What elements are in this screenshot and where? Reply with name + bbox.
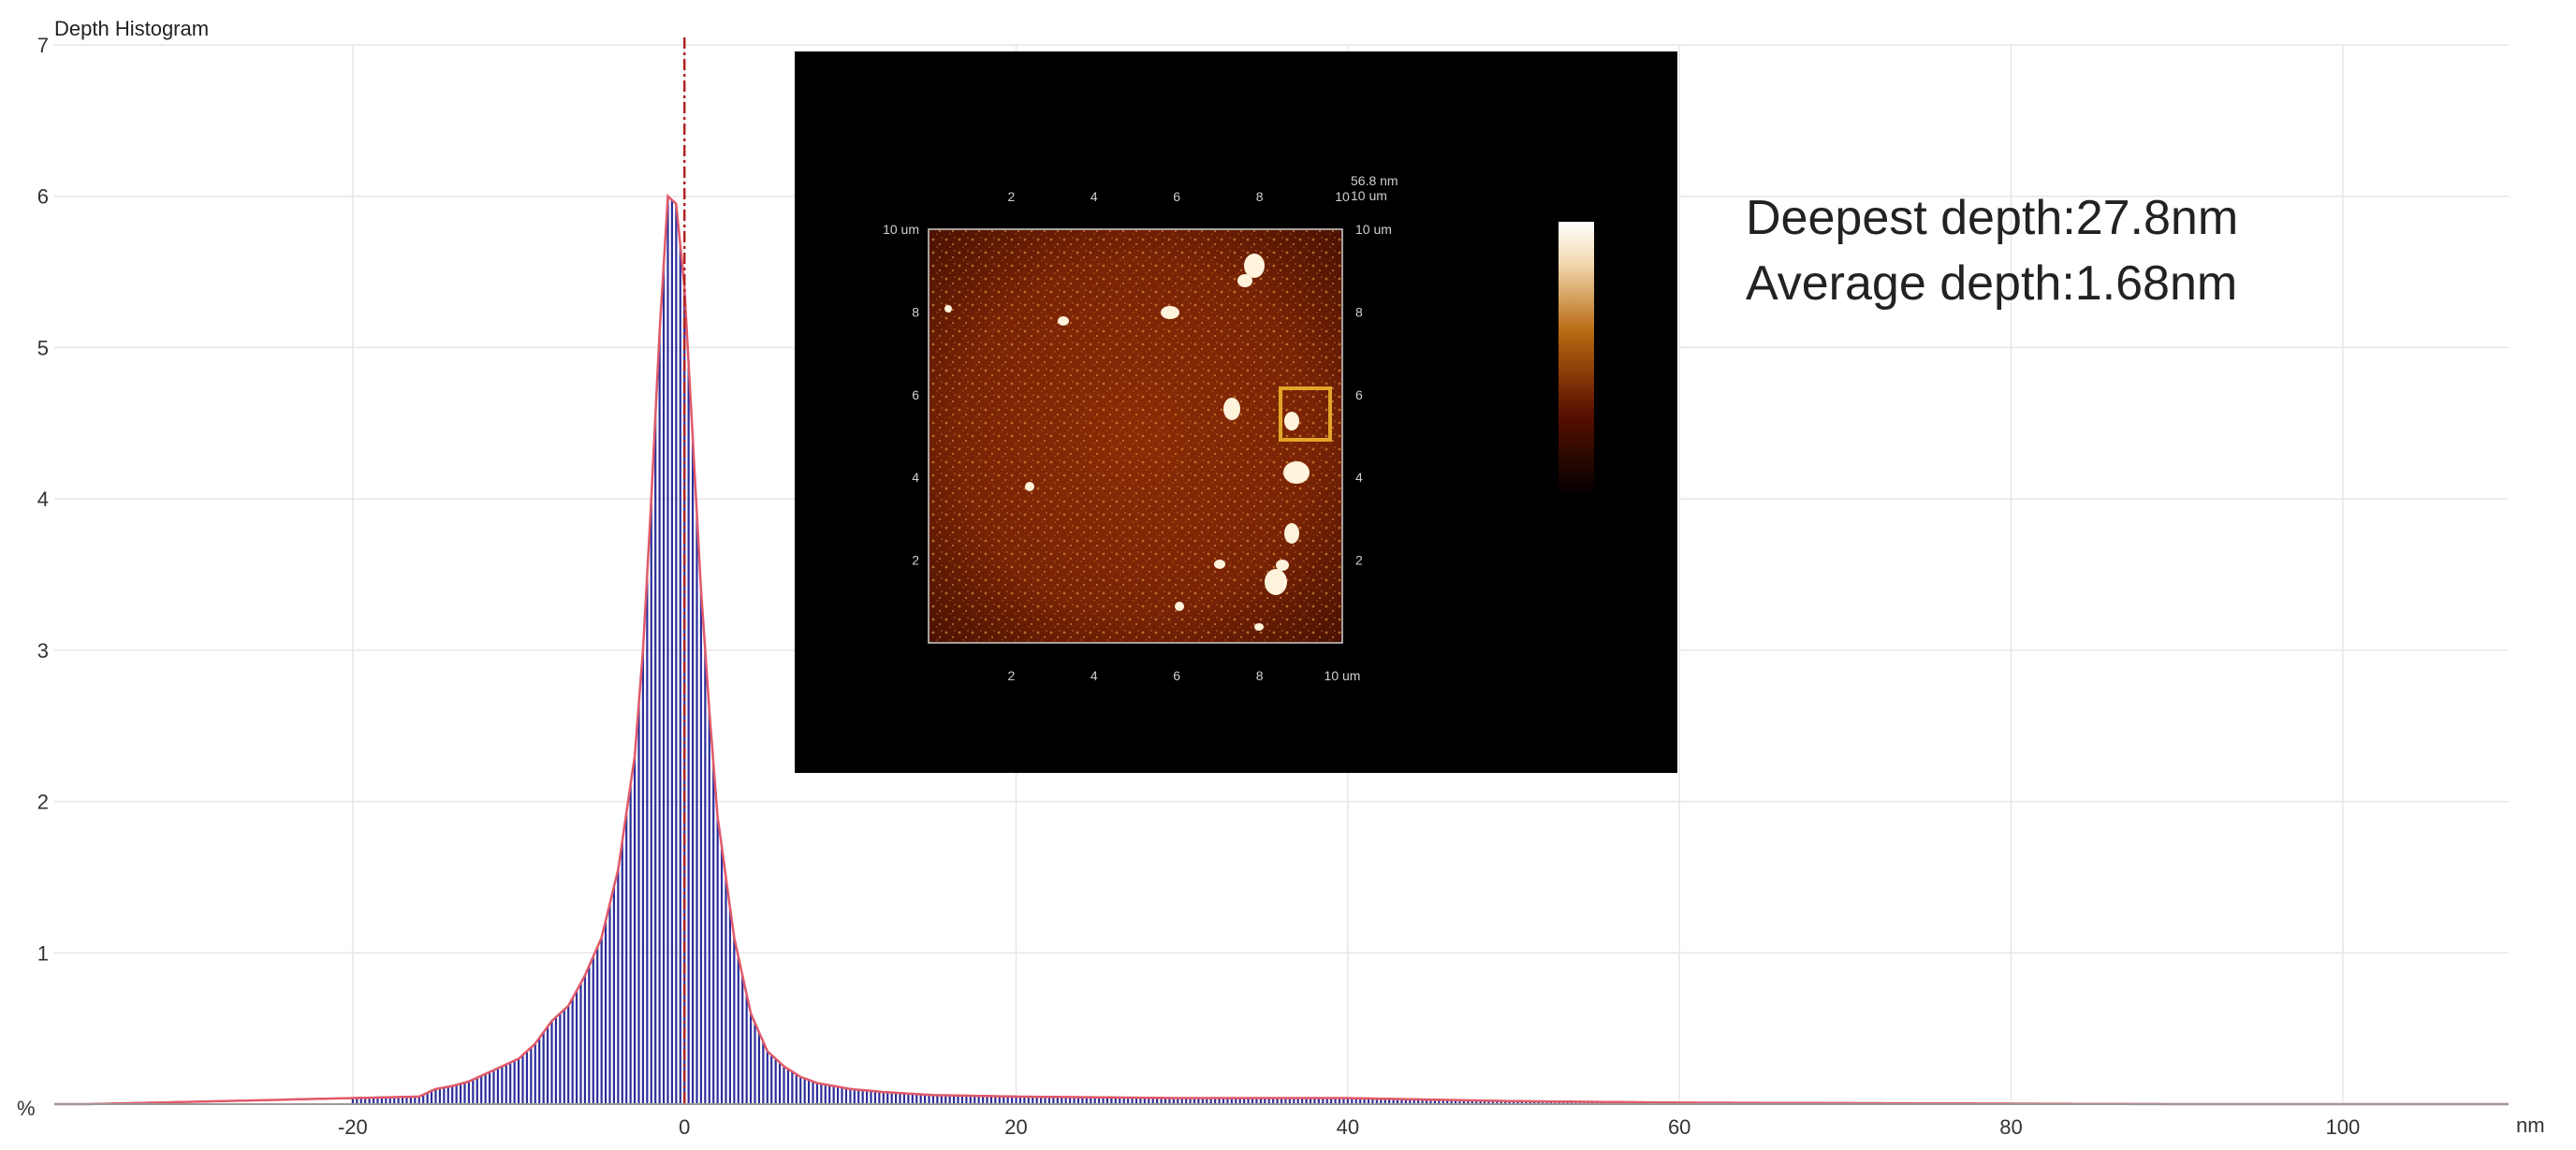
depth-statistics: Deepest depth:27.8nm Average depth:1.68n…: [1746, 185, 2238, 316]
inset-scale-label: 56.8 nm: [1351, 173, 1398, 188]
afm-inset: 2 4 6 8 10 2 4 6 8 10 um 10 um 8 6 4 2 10 um 8 6 4 2 56.8 n…: [795, 51, 1677, 773]
y-tick-label: 1: [37, 941, 49, 965]
deepest-depth-text: Deepest depth:27.8nm: [1746, 191, 2239, 245]
region-highlight-box: [1279, 386, 1332, 442]
x-tick-label: 40: [1337, 1115, 1359, 1139]
inset-right-tick: 8: [1355, 304, 1363, 319]
inset-bottom-tick: 10 um: [1325, 668, 1361, 683]
y-tick-label: 7: [37, 34, 49, 57]
inset-bottom-tick: 2: [1008, 668, 1016, 683]
x-tick-label: 100: [2325, 1115, 2360, 1139]
inset-top-tick: 2: [1008, 189, 1016, 204]
color-scale-bar: [1559, 222, 1594, 496]
inset-right-tick: 4: [1355, 470, 1363, 485]
y-tick-labels: 1 2 3 4 5 6 7: [37, 34, 49, 965]
y-tick-label: 4: [37, 488, 49, 511]
inset-bottom-tick: 6: [1173, 668, 1180, 683]
inset-corner-label: 10 um: [1351, 188, 1387, 203]
y-tick-label: 5: [37, 336, 49, 359]
y-tick-label: 3: [37, 639, 49, 662]
y-axis-label: %: [17, 1097, 36, 1120]
inset-top-tick: 10: [1335, 189, 1350, 204]
inset-top-tick: 8: [1256, 189, 1264, 204]
inset-right-tick: 6: [1355, 387, 1363, 402]
inset-bottom-tick: 4: [1090, 668, 1098, 683]
inset-right-tick: 10 um: [1355, 222, 1392, 237]
y-tick-label: 6: [37, 185, 49, 209]
afm-particles: [944, 254, 1310, 631]
inset-bottom-tick: 8: [1256, 668, 1264, 683]
inset-left-tick: 4: [912, 470, 919, 485]
y-tick-label: 2: [37, 791, 49, 814]
inset-top-tick: 4: [1090, 189, 1098, 204]
inset-left-tick: 6: [912, 387, 919, 402]
inset-right-tick: 2: [1355, 553, 1363, 568]
x-tick-label: 0: [679, 1115, 690, 1139]
inset-left-tick: 2: [912, 553, 919, 568]
x-tick-label: 20: [1004, 1115, 1027, 1139]
x-tick-label: 60: [1668, 1115, 1690, 1139]
inset-top-tick: 6: [1173, 189, 1180, 204]
x-tick-label: 80: [1999, 1115, 2022, 1139]
inset-tick-labels: 2 4 6 8 10 2 4 6 8 10 um 10 um 8 6 4 2 10 um 8 6 4 2: [883, 189, 1392, 683]
x-tick-labels: -20 0 20 40 60 80 100: [338, 1115, 2360, 1139]
inset-left-tick: 10 um: [883, 222, 919, 237]
inset-left-tick: 8: [912, 304, 919, 319]
chart-title: Depth Histogram: [54, 17, 209, 40]
x-axis-label: nm: [2516, 1114, 2545, 1137]
afm-scan-frame: [928, 228, 1343, 644]
x-tick-label: -20: [338, 1115, 368, 1139]
average-depth-text: Average depth:1.68nm: [1746, 256, 2238, 311]
